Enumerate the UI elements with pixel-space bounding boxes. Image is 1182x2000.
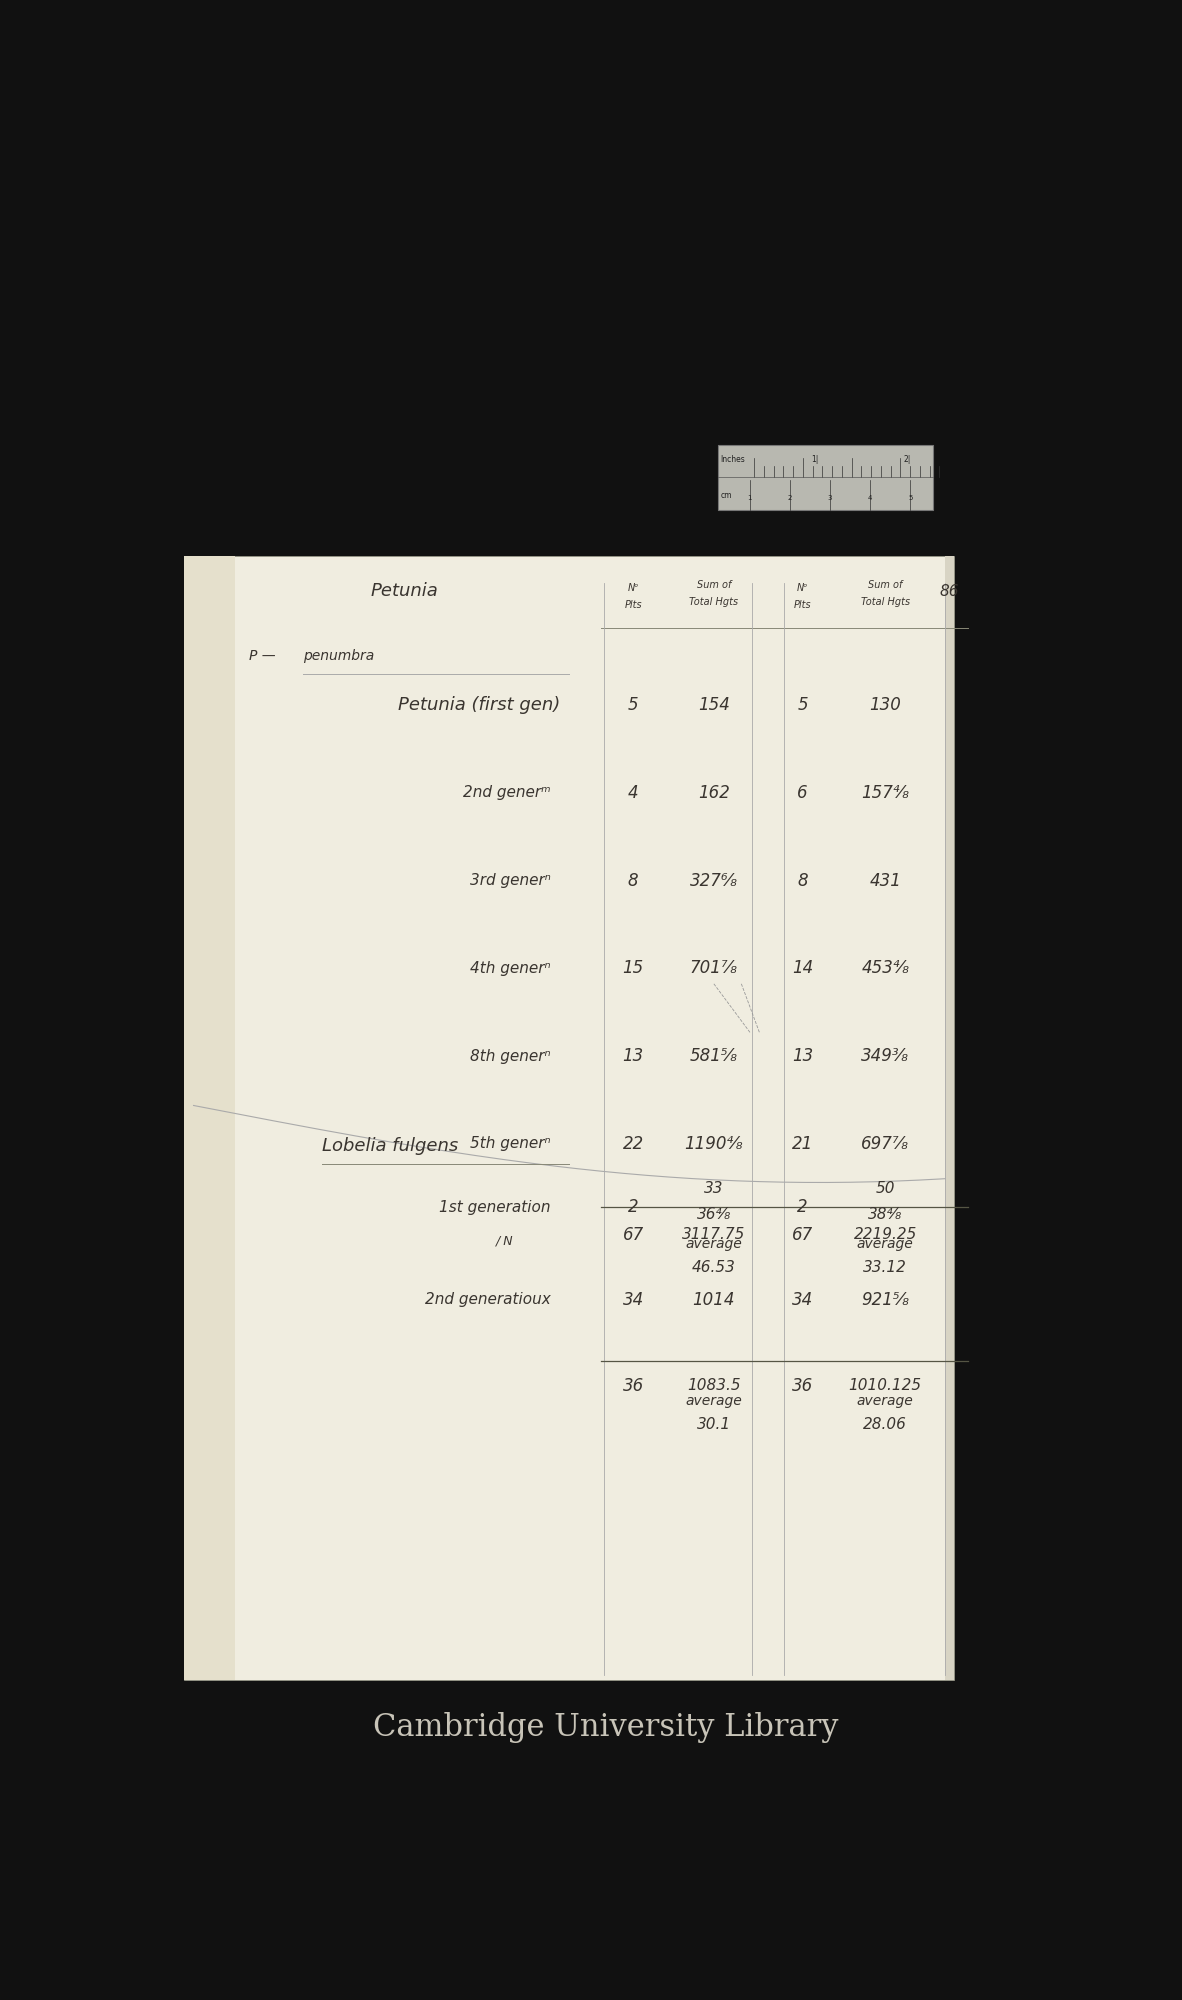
Text: 8th generⁿ: 8th generⁿ [470,1048,551,1064]
Text: average: average [686,1238,742,1252]
Text: 28.06: 28.06 [863,1416,907,1432]
Text: 30.1: 30.1 [697,1416,730,1432]
Text: 14: 14 [792,960,813,978]
Text: 4: 4 [868,494,872,500]
Text: 2nd generatioux: 2nd generatioux [426,1292,551,1308]
Text: Sum of: Sum of [868,580,902,590]
Text: 4th generⁿ: 4th generⁿ [470,960,551,976]
Text: 8: 8 [628,872,638,890]
Text: 431: 431 [869,872,901,890]
Text: 33.12: 33.12 [863,1260,907,1274]
Text: 4: 4 [628,784,638,802]
Bar [717,444,933,510]
Text: 13: 13 [792,1048,813,1066]
Text: Total Hgts: Total Hgts [689,596,739,606]
Text: 921⁵⁄₈: 921⁵⁄₈ [862,1290,909,1308]
Text: 38⁴⁄₈: 38⁴⁄₈ [868,1208,902,1222]
Text: 1014: 1014 [693,1290,735,1308]
Text: Nᵒ: Nᵒ [797,584,808,594]
Text: / N: / N [496,1234,514,1248]
Text: Petunia: Petunia [370,582,439,600]
Text: 33: 33 [704,1182,723,1196]
Bar [184,556,235,1680]
Text: 3rd generⁿ: 3rd generⁿ [470,874,551,888]
Text: Nᵒ: Nᵒ [628,584,639,594]
Text: 36: 36 [792,1376,813,1394]
Text: 701⁷⁄₈: 701⁷⁄₈ [690,960,738,978]
Text: 50: 50 [876,1182,895,1196]
Text: P —: P — [248,648,275,662]
Text: cm: cm [720,490,732,500]
Text: average: average [857,1238,914,1252]
Text: 2nd generᵐ: 2nd generᵐ [463,786,551,800]
Text: 697⁷⁄₈: 697⁷⁄₈ [862,1134,909,1152]
Text: 2219.25: 2219.25 [853,1228,917,1242]
Text: Sum of: Sum of [696,580,730,590]
Text: 86: 86 [940,584,959,598]
Text: 5: 5 [628,696,638,714]
Text: 67: 67 [623,1226,644,1244]
Text: 3117.75: 3117.75 [682,1228,746,1242]
Text: 157⁴⁄₈: 157⁴⁄₈ [862,784,909,802]
Text: penumbra: penumbra [304,648,375,662]
Text: 15: 15 [623,960,644,978]
Text: 21: 21 [792,1134,813,1152]
Text: 36⁴⁄₈: 36⁴⁄₈ [696,1208,730,1222]
Text: 162: 162 [697,784,729,802]
Text: 2: 2 [798,1198,808,1216]
Text: 5th generⁿ: 5th generⁿ [470,1136,551,1152]
Text: 8: 8 [798,872,808,890]
Text: 34: 34 [623,1290,644,1308]
Bar [944,556,954,1680]
Text: 3: 3 [827,494,832,500]
Text: 46.53: 46.53 [691,1260,736,1274]
Bar [184,556,954,1680]
Text: 1083.5: 1083.5 [687,1378,741,1394]
Text: 349³⁄₈: 349³⁄₈ [862,1048,909,1066]
Text: 6: 6 [798,784,808,802]
Text: Total Hgts: Total Hgts [860,596,910,606]
Text: 453⁴⁄₈: 453⁴⁄₈ [862,960,909,978]
Text: 1: 1 [747,494,752,500]
Text: 22: 22 [623,1134,644,1152]
Text: 130: 130 [869,696,901,714]
Text: 36: 36 [623,1376,644,1394]
Text: 5: 5 [798,696,808,714]
Text: 581⁵⁄₈: 581⁵⁄₈ [690,1048,738,1066]
Text: 2: 2 [628,1198,638,1216]
Text: Petunia (first gen): Petunia (first gen) [397,696,560,714]
Text: average: average [686,1394,742,1408]
Text: 5: 5 [908,494,913,500]
Text: 327⁶⁄₈: 327⁶⁄₈ [690,872,738,890]
Text: 2: 2 [787,494,792,500]
Text: 2|: 2| [903,454,910,464]
Text: 34: 34 [792,1290,813,1308]
Text: Lobelia fulgens: Lobelia fulgens [322,1136,459,1154]
Text: 154: 154 [697,696,729,714]
Text: 1st generation: 1st generation [440,1200,551,1214]
Text: 1190⁴⁄₈: 1190⁴⁄₈ [684,1134,743,1152]
Text: 1010.125: 1010.125 [849,1378,922,1394]
Text: 13: 13 [623,1048,644,1066]
Text: Plts: Plts [624,600,642,610]
Text: 67: 67 [792,1226,813,1244]
Text: average: average [857,1394,914,1408]
Text: 1|: 1| [811,454,818,464]
Text: Inches: Inches [720,454,745,464]
Text: Plts: Plts [794,600,812,610]
Text: Cambridge University Library: Cambridge University Library [374,1712,838,1744]
